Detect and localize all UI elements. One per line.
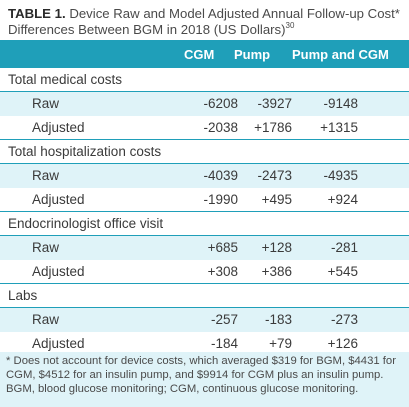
- column-header-cgm: CGM: [184, 47, 215, 62]
- cell-pump-and-cgm: +126: [327, 336, 358, 351]
- table-row: Adjusted -2038 +1786 +1315: [0, 116, 409, 140]
- row-label: Adjusted: [32, 192, 85, 207]
- cell-pump: +495: [261, 192, 292, 207]
- cell-cgm: -4039: [203, 168, 238, 183]
- table-footnote: * Does not account for device costs, whi…: [0, 352, 409, 407]
- section-title: Total medical costs: [8, 72, 123, 87]
- cell-pump-and-cgm: +1315: [320, 120, 358, 135]
- cell-cgm: -1990: [203, 192, 238, 207]
- cell-cgm: -184: [210, 336, 238, 351]
- section-header: Labs: [0, 284, 409, 308]
- cell-cgm: +308: [207, 264, 238, 279]
- section-title: Endocrinologist office visit: [8, 216, 164, 231]
- caption-reference: 30: [285, 21, 295, 30]
- cell-pump: -183: [264, 312, 292, 327]
- cell-pump-and-cgm: +545: [327, 264, 358, 279]
- table-row: Adjusted -1990 +495 +924: [0, 188, 409, 212]
- cell-pump-and-cgm: +924: [327, 192, 358, 207]
- cell-cgm: +685: [207, 240, 238, 255]
- cell-pump: +386: [261, 264, 292, 279]
- column-header-pump-and-cgm: Pump and CGM: [292, 47, 389, 62]
- row-label: Adjusted: [32, 120, 85, 135]
- cell-pump-and-cgm: -281: [330, 240, 358, 255]
- row-label: Raw: [32, 240, 60, 255]
- cell-pump-and-cgm: -9148: [323, 96, 358, 111]
- section-title: Labs: [8, 288, 38, 303]
- table-row: Raw -4039 -2473 -4935: [0, 164, 409, 188]
- section-header: Total hospitalization costs: [0, 140, 409, 164]
- table-row: Raw +685 +128 -281: [0, 236, 409, 260]
- table-header: CGM Pump Pump and CGM: [0, 40, 409, 68]
- row-label: Adjusted: [32, 264, 85, 279]
- cell-cgm: -257: [210, 312, 238, 327]
- cell-pump: +1786: [254, 120, 292, 135]
- caption-text: Device Raw and Model Adjusted Annual Fol…: [8, 6, 400, 37]
- cell-cgm: -6208: [203, 96, 238, 111]
- cell-pump: -3927: [257, 96, 292, 111]
- column-header-pump: Pump: [234, 47, 271, 62]
- section-header: Endocrinologist office visit: [0, 212, 409, 236]
- row-label: Adjusted: [32, 336, 85, 351]
- cell-pump: +128: [261, 240, 292, 255]
- cell-pump-and-cgm: -4935: [323, 168, 358, 183]
- table-row: Raw -6208 -3927 -9148: [0, 92, 409, 116]
- table-label: TABLE 1.: [8, 6, 66, 21]
- cell-pump: -2473: [257, 168, 292, 183]
- table-row: Adjusted +308 +386 +545: [0, 260, 409, 284]
- section-title: Total hospitalization costs: [8, 144, 162, 159]
- cell-cgm: -2038: [203, 120, 238, 135]
- section-header: Total medical costs: [0, 68, 409, 92]
- cell-pump: +79: [269, 336, 292, 351]
- cell-pump-and-cgm: -273: [330, 312, 358, 327]
- row-label: Raw: [32, 168, 60, 183]
- row-label: Raw: [32, 96, 60, 111]
- table-caption: TABLE 1. Device Raw and Model Adjusted A…: [0, 0, 409, 38]
- row-label: Raw: [32, 312, 60, 327]
- table-row: Raw -257 -183 -273: [0, 308, 409, 332]
